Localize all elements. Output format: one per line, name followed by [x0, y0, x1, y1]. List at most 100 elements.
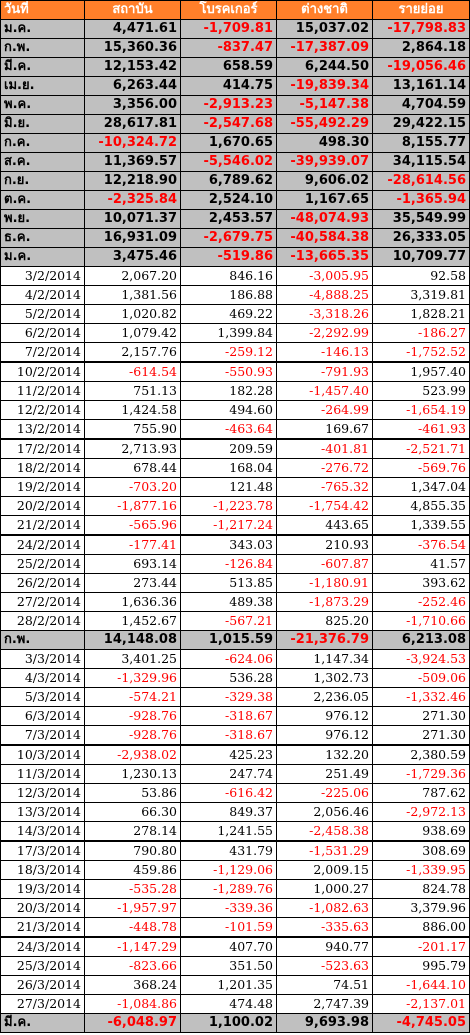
- cell-date: 26/3/2014: [0, 975, 85, 995]
- cell-broker: 474.48: [180, 994, 277, 1014]
- summary-row: ธ.ค. 16,931.09 -2,679.75 -40,584.38 26,333.0…: [0, 228, 470, 248]
- cell-month: ม.ค.: [0, 19, 85, 39]
- table-row: 13/2/2014 755.90 -463.64 169.67 -461.93: [0, 419, 470, 440]
- cell-foreign: 976.12: [276, 725, 373, 746]
- cell-foreign: -1,873.29: [276, 592, 373, 612]
- cell-date: 10/2/2014: [0, 361, 85, 382]
- cell-foreign: -1,180.91: [276, 573, 373, 593]
- cell-broker: -318.67: [180, 725, 277, 746]
- cell-retail: 393.62: [372, 573, 470, 593]
- cell-retail: 886.00: [372, 917, 470, 938]
- cell-broker: 1,201.35: [180, 975, 277, 995]
- cell-foreign: -1,754.42: [276, 496, 373, 516]
- cell-broker: 469.22: [180, 304, 277, 324]
- cell-broker: -550.93: [180, 361, 277, 382]
- cell-foreign: -19,839.34: [276, 76, 373, 96]
- cell-broker: 1,399.84: [180, 323, 277, 343]
- cell-date: 10/3/2014: [0, 744, 85, 765]
- table-row: 3/2/2014 2,067.20 846.16 -3,005.95 92.58: [0, 266, 470, 286]
- table-row: 21/3/2014 -448.78 -101.59 -335.63 886.00: [0, 917, 470, 938]
- cell-foreign: -55,492.29: [276, 114, 373, 134]
- summary-row: ก.ค. -10,324.72 1,670.65 498.30 8,155.77: [0, 133, 470, 153]
- cell-institution: 11,369.57: [84, 152, 181, 172]
- cell-broker: -616.42: [180, 783, 277, 803]
- cell-broker: -837.47: [180, 38, 277, 58]
- cell-foreign: -335.63: [276, 917, 373, 938]
- cell-retail: -252.46: [372, 592, 470, 612]
- cell-retail: 3,319.81: [372, 285, 470, 305]
- table-row: 10/3/2014 -2,938.02 425.23 132.20 2,380.59: [0, 744, 470, 765]
- cell-date: 7/3/2014: [0, 725, 85, 746]
- cell-retail: -1,339.95: [372, 860, 470, 880]
- cell-broker: 536.28: [180, 668, 277, 688]
- cell-institution: 1,020.82: [84, 304, 181, 324]
- table-row: 7/2/2014 2,157.76 -259.12 -146.13 -1,752.52: [0, 342, 470, 363]
- cell-institution: -928.76: [84, 725, 181, 746]
- cell-institution: -823.66: [84, 956, 181, 976]
- cell-broker: 494.60: [180, 400, 277, 420]
- cell-date: 20/2/2014: [0, 496, 85, 516]
- cell-broker: 407.70: [180, 936, 277, 957]
- cell-institution: 751.13: [84, 381, 181, 401]
- cell-institution: 790.80: [84, 840, 181, 861]
- table-row: 25/2/2014 693.14 -126.84 -607.87 41.57: [0, 554, 470, 574]
- cell-retail: -1,710.66: [372, 611, 470, 631]
- cell-institution: -1,147.29: [84, 936, 181, 957]
- cell-institution: 1,424.58: [84, 400, 181, 420]
- cell-institution: 12,153.42: [84, 57, 181, 77]
- cell-date: 13/3/2014: [0, 802, 85, 822]
- cell-broker: 1,241.55: [180, 821, 277, 842]
- cell-foreign: -1,082.63: [276, 898, 373, 918]
- cell-date: 3/2/2014: [0, 266, 85, 286]
- cell-month: ม.ค.: [0, 247, 85, 267]
- cell-institution: 66.30: [84, 802, 181, 822]
- cell-broker: -1,129.06: [180, 860, 277, 880]
- cell-broker: -101.59: [180, 917, 277, 938]
- summary-row: มี.ค. -6,048.97 1,100.02 9,693.98 -4,745.05: [0, 1013, 470, 1033]
- cell-date: 17/3/2014: [0, 840, 85, 861]
- cell-month: มิ.ย.: [0, 114, 85, 134]
- cell-date: 14/3/2014: [0, 821, 85, 842]
- table-row: 11/2/2014 751.13 182.28 -1,457.40 523.99: [0, 381, 470, 401]
- cell-foreign: -3,318.26: [276, 304, 373, 324]
- cell-retail: -2,521.71: [372, 438, 470, 459]
- cell-retail: 13,161.14: [372, 76, 470, 96]
- cell-broker: -1,709.81: [180, 19, 277, 39]
- cell-broker: -1,217.24: [180, 515, 277, 536]
- summary-row: ก.ย. 12,218.90 6,789.62 9,606.02 -28,614.56: [0, 171, 470, 191]
- table-row: 12/3/2014 53.86 -616.42 -225.06 787.62: [0, 783, 470, 803]
- cell-retail: 1,347.04: [372, 477, 470, 497]
- cell-institution: 12,218.90: [84, 171, 181, 191]
- cell-institution: 2,157.76: [84, 342, 181, 363]
- cell-institution: -614.54: [84, 361, 181, 382]
- cell-retail: 271.30: [372, 706, 470, 726]
- cell-retail: 10,709.77: [372, 247, 470, 267]
- cell-broker: 425.23: [180, 744, 277, 765]
- cell-institution: 3,475.46: [84, 247, 181, 267]
- cell-date: 24/2/2014: [0, 534, 85, 555]
- cell-institution: 53.86: [84, 783, 181, 803]
- cell-foreign: 976.12: [276, 706, 373, 726]
- cell-foreign: 251.49: [276, 764, 373, 784]
- cell-month: ก.พ.: [0, 630, 85, 650]
- cell-retail: 2,864.18: [372, 38, 470, 58]
- cell-broker: -567.21: [180, 611, 277, 631]
- cell-retail: 271.30: [372, 725, 470, 746]
- cell-foreign: 169.67: [276, 419, 373, 440]
- cell-foreign: -264.99: [276, 400, 373, 420]
- table-header: วันที่ สถาบัน โบรคเกอร์ ต่างชาติ รายย่อย: [0, 0, 470, 20]
- table-row: 24/2/2014 -177.41 343.03 210.93 -376.54: [0, 534, 470, 555]
- cell-date: 18/3/2014: [0, 860, 85, 880]
- cell-broker: -1,289.76: [180, 879, 277, 899]
- cell-retail: -1,654.19: [372, 400, 470, 420]
- cell-date: 4/2/2014: [0, 285, 85, 305]
- cell-retail: 6,213.08: [372, 630, 470, 650]
- cell-retail: 92.58: [372, 266, 470, 286]
- cell-date: 5/2/2014: [0, 304, 85, 324]
- summary-row: พ.ย. 10,071.37 2,453.57 -48,074.93 35,549.99: [0, 209, 470, 229]
- cell-date: 24/3/2014: [0, 936, 85, 957]
- cell-broker: -318.67: [180, 706, 277, 726]
- cell-foreign: -146.13: [276, 342, 373, 363]
- table-row: 26/2/2014 273.44 513.85 -1,180.91 393.62: [0, 573, 470, 593]
- cell-foreign: -225.06: [276, 783, 373, 803]
